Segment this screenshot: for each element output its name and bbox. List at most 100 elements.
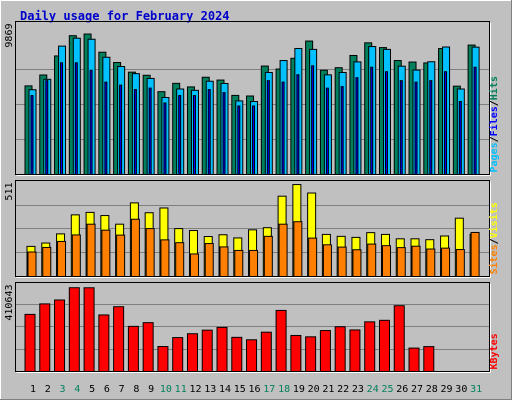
bar-sites [160, 239, 170, 278]
bar-files [281, 81, 285, 175]
bar-files [30, 95, 34, 175]
panel-2: 511 Sites/Visits [4, 180, 500, 278]
x-tick-label: 18 [278, 384, 290, 395]
bar-files [414, 81, 418, 175]
bar-kbytes [24, 313, 36, 372]
bar-files [133, 89, 137, 175]
bar-sites [411, 245, 421, 277]
bar-files [178, 95, 182, 175]
bar-kbytes [83, 287, 95, 372]
bar-sites [367, 243, 377, 277]
bar-sites [455, 249, 465, 278]
legend-sites: Sites [488, 244, 500, 274]
bar-kbytes [305, 336, 317, 372]
bar-sites [396, 247, 406, 278]
bar-sites [249, 249, 259, 277]
legend-separator: / [489, 100, 500, 106]
legend-visits: Visits [488, 202, 500, 238]
x-tick-label: 3 [60, 384, 66, 395]
bar-sites [352, 249, 362, 277]
x-tick-label: 27 [411, 384, 423, 395]
bar-sites [441, 247, 451, 277]
bar-kbytes [216, 326, 228, 372]
legend-separator: / [489, 238, 500, 244]
x-tick-label: 9 [148, 384, 154, 395]
legend-separator: / [489, 136, 500, 142]
bar-files [444, 71, 448, 175]
bar-files [222, 92, 226, 175]
x-tick-label: 26 [396, 384, 408, 395]
bar-files [192, 95, 196, 175]
panel-3-ymax-label: 410643 [4, 285, 15, 321]
panel-1: 9869 Pages/Files/Hits [4, 21, 500, 176]
bar-sites [322, 244, 332, 277]
bar-kbytes [39, 303, 51, 372]
bar-files [45, 80, 49, 175]
bar-kbytes [393, 305, 405, 373]
bar-kbytes [334, 326, 346, 373]
bar-sites [145, 228, 155, 277]
bar-sites [130, 218, 140, 277]
bar-files [311, 65, 315, 175]
panel-2-legend: Sites/Visits [488, 202, 500, 274]
bar-sites [101, 229, 111, 277]
bar-kbytes [423, 346, 435, 372]
panel-2-ymax-label: 511 [4, 183, 15, 201]
x-tick-label: 6 [104, 384, 110, 395]
x-tick-label: 16 [249, 384, 261, 395]
bar-files [429, 80, 433, 175]
bar-files [148, 87, 152, 175]
bar-kbytes [290, 334, 302, 372]
bar-files [355, 77, 359, 175]
bar-sites [116, 234, 126, 277]
panel-3-legend: KBytes [489, 333, 500, 369]
bar-kbytes [246, 339, 258, 373]
bar-sites [189, 253, 199, 277]
chart-title: Daily usage for February 2024 [20, 9, 230, 23]
x-tick-label: 4 [74, 384, 80, 395]
bar-kbytes [172, 337, 184, 372]
bar-sites [86, 223, 96, 277]
x-tick-label: 17 [263, 384, 275, 395]
bar-sites [71, 234, 81, 278]
bar-files [207, 89, 211, 175]
x-tick-label: 13 [204, 384, 216, 395]
x-tick-label: 5 [89, 384, 95, 395]
bar-kbytes [54, 299, 66, 373]
bar-sites [204, 243, 214, 277]
x-axis-day-labels: 1 2 3 4 5 6 7 8 9 10 11 12 13 14 15 16 17 18 19 20 21 22 23 24 2… [30, 384, 482, 395]
bar-sites [263, 235, 273, 277]
bar-kbytes [157, 346, 169, 373]
bar-files [74, 62, 78, 175]
bar-files [399, 80, 403, 175]
x-tick-label: 11 [175, 384, 187, 395]
x-tick-label: 7 [119, 384, 125, 395]
bar-sites [175, 242, 185, 278]
bar-files [473, 66, 477, 175]
bar-files [340, 86, 344, 175]
bar-kbytes [349, 329, 361, 372]
bar-sites [470, 231, 480, 277]
x-tick-label: 22 [337, 384, 349, 395]
bar-kbytes [378, 319, 390, 372]
x-tick-label: 28 [426, 384, 438, 395]
panel-3: 410643 KBytes [4, 282, 500, 373]
x-tick-label: 12 [189, 384, 201, 395]
bar-files [384, 71, 388, 175]
bar-kbytes [231, 336, 243, 372]
bar-kbytes [260, 331, 272, 372]
bar-files [60, 62, 64, 175]
x-tick-label: 19 [293, 384, 305, 395]
legend-kbytes: KBytes [489, 333, 500, 369]
bar-files [325, 87, 329, 175]
x-tick-label: 29 [441, 384, 453, 395]
panel-1-legend: Pages/Files/Hits [488, 76, 500, 172]
panel-1-ymax-label: 9869 [4, 24, 15, 48]
bar-kbytes [142, 322, 154, 372]
bar-files [370, 66, 374, 175]
bar-sites [308, 237, 318, 277]
x-tick-label: 8 [133, 384, 139, 395]
legend-hits: Hits [488, 76, 500, 100]
bar-kbytes [275, 309, 287, 373]
